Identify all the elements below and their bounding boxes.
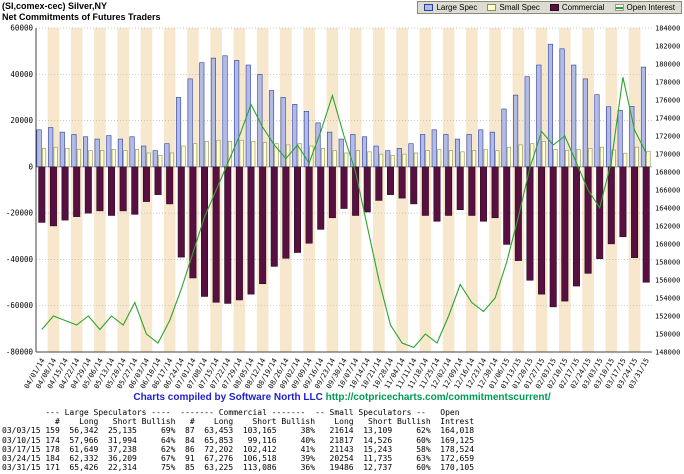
instrument-title: (SI,comex-cec) Silver,NY — [2, 1, 108, 11]
svg-text:148000: 148000 — [655, 349, 680, 357]
svg-text:152000: 152000 — [655, 313, 680, 321]
svg-text:40000: 40000 — [10, 70, 33, 79]
legend-label: Small Spec — [499, 3, 540, 12]
open-interest-line — [41, 77, 647, 349]
open-interest-line-icon — [615, 7, 623, 9]
svg-text:60000: 60000 — [10, 24, 33, 33]
cot-chart: -80000 -60000 -40000 -20000 0 20000 40000 60000… — [6, 24, 680, 391]
svg-text:158000: 158000 — [655, 259, 680, 267]
left-axis-labels: -80000 -60000 -40000 -20000 0 20000 40000 60000 — [6, 24, 34, 357]
svg-text:180000: 180000 — [655, 61, 680, 69]
svg-text:-40000: -40000 — [6, 255, 34, 264]
svg-text:170000: 170000 — [655, 151, 680, 159]
svg-text:168000: 168000 — [655, 169, 680, 177]
svg-text:20000: 20000 — [10, 116, 33, 125]
legend-label: Large Spec — [436, 3, 478, 12]
legend-label: Open Interest — [626, 3, 675, 12]
bars-large-spec — [36, 43, 646, 168]
commercial-swatch-icon — [549, 4, 559, 11]
legend-label: Commercial — [561, 3, 605, 12]
legend-item-large-spec: Large Spec — [424, 3, 477, 12]
svg-text:184000: 184000 — [655, 25, 680, 33]
legend: Large Spec Small Spec Commercial Open Inter… — [417, 1, 682, 14]
title-block: (SI,comex-cec) Silver,NY Net Commitments… — [2, 1, 161, 23]
legend-item-open-interest: Open Interest — [614, 3, 675, 12]
svg-text:156000: 156000 — [655, 277, 680, 285]
svg-text:176000: 176000 — [655, 97, 680, 105]
svg-text:160000: 160000 — [655, 241, 680, 249]
small-spec-swatch-icon — [487, 4, 497, 11]
credit-url[interactable]: http://cotpricecharts.com/commitmentscur… — [325, 392, 551, 403]
right-axis-labels: 148000 150000 152000 154000 156000 158000 1600… — [655, 25, 680, 357]
axes — [35, 28, 652, 353]
svg-text:166000: 166000 — [655, 187, 680, 195]
svg-text:-20000: -20000 — [6, 209, 34, 218]
svg-text:-80000: -80000 — [6, 348, 34, 357]
svg-text:172000: 172000 — [655, 133, 680, 141]
svg-text:164000: 164000 — [655, 205, 680, 213]
svg-text:-60000: -60000 — [6, 301, 34, 310]
svg-text:162000: 162000 — [655, 223, 680, 231]
large-spec-swatch-icon — [424, 4, 434, 11]
chart-subtitle: Net Commitments of Futures Traders — [2, 12, 161, 22]
bars-commercial — [38, 166, 650, 308]
x-axis-labels: 04/01/1404/08/1404/15/1404/22/1404/29/14… — [23, 357, 651, 390]
svg-text:0: 0 — [28, 162, 33, 171]
credit-text: Charts compiled by Software North LLC — [133, 392, 323, 403]
legend-item-commercial: Commercial — [549, 3, 605, 12]
svg-text:154000: 154000 — [655, 295, 680, 303]
svg-text:174000: 174000 — [655, 115, 680, 123]
cot-table: --- Large Speculators ---- ------- Comme… — [2, 408, 475, 473]
credit-line: Charts compiled by Software North LLC ht… — [0, 392, 684, 403]
open-interest-swatch-icon — [614, 4, 624, 11]
legend-item-small-spec: Small Spec — [487, 3, 540, 12]
svg-text:182000: 182000 — [655, 43, 680, 51]
svg-text:178000: 178000 — [655, 79, 680, 87]
svg-text:150000: 150000 — [655, 331, 680, 339]
